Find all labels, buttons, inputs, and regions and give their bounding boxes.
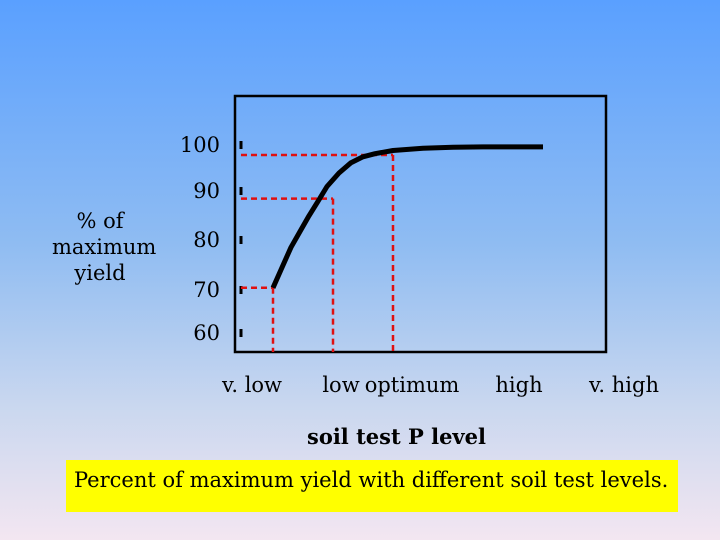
plot-frame xyxy=(233,94,608,354)
x-category-label: optimum xyxy=(365,373,460,397)
x-category-label: v. high xyxy=(588,373,659,397)
y-axis-title: % of maximum yield xyxy=(52,208,157,286)
y-axis-ticks: 100 90 80 70 60 xyxy=(180,133,243,345)
y-tick-label: 70 xyxy=(193,278,220,302)
y-tick-label: 80 xyxy=(193,228,220,252)
yield-response-curve xyxy=(270,144,543,289)
y-tick-label: 100 xyxy=(180,133,220,157)
y-axis-title-line: maximum xyxy=(52,235,157,259)
reference-lines xyxy=(241,153,395,352)
caption-text: Percent of maximum yield with different … xyxy=(74,468,669,492)
y-tick-label: 90 xyxy=(193,179,220,203)
caption-box: Percent of maximum yield with different … xyxy=(66,460,678,512)
x-category-label: high xyxy=(495,373,542,397)
x-axis-categories: v. low low optimum high v. high xyxy=(221,373,659,397)
y-axis-title-line: yield xyxy=(74,261,126,285)
x-category-label: low xyxy=(322,373,359,397)
x-axis-title: soil test P level xyxy=(307,424,486,449)
y-axis-title-line: % of xyxy=(76,209,124,233)
x-category-label: v. low xyxy=(221,373,282,397)
y-tick-label: 60 xyxy=(193,321,220,345)
